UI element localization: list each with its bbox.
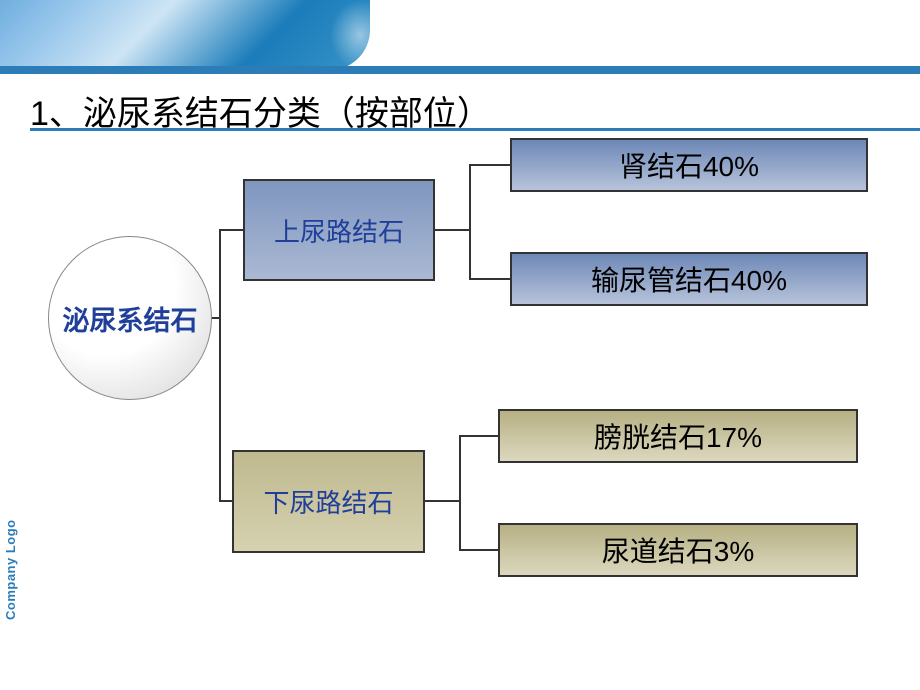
branch-node: 上尿路结石	[243, 179, 435, 281]
leaf-label: 输尿管结石40%	[591, 259, 787, 299]
root-label: 泌尿系结石	[63, 299, 198, 338]
leaf-label: 膀胱结石17%	[594, 416, 762, 456]
slide: 1、泌尿系结石分类（按部位） Company Logo 泌尿系结石 上尿路结石肾…	[0, 0, 920, 690]
branch-label: 上尿路结石	[274, 212, 404, 249]
leaf-label: 尿道结石3%	[602, 530, 754, 570]
leaf-node: 尿道结石3%	[498, 523, 858, 577]
branch-label: 下尿路结石	[263, 483, 393, 520]
leaf-label: 肾结石40%	[619, 145, 759, 185]
branch-node: 下尿路结石	[232, 450, 425, 553]
root-node: 泌尿系结石	[48, 236, 212, 400]
leaf-node: 肾结石40%	[510, 138, 868, 192]
leaf-node: 膀胱结石17%	[498, 409, 858, 463]
leaf-node: 输尿管结石40%	[510, 252, 868, 306]
